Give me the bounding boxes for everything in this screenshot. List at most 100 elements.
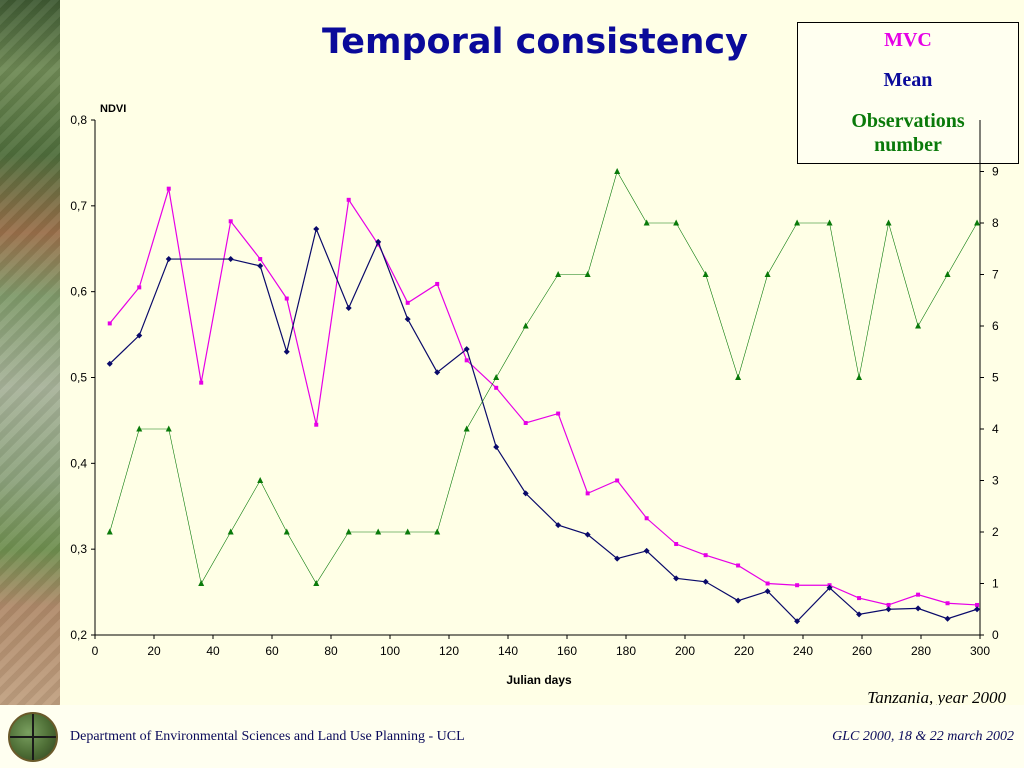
legend-mean: Mean (883, 69, 933, 91)
point-observations-number (673, 219, 680, 226)
point-mvc (585, 491, 590, 496)
point-mean (673, 575, 680, 582)
ucl-logo-icon (8, 712, 58, 762)
point-mvc (736, 563, 741, 568)
point-mean (885, 606, 892, 613)
point-mvc (916, 592, 921, 597)
x-tick-label: 220 (734, 644, 754, 658)
point-observations-number (106, 528, 113, 535)
y2-tick-label: 0 (992, 628, 999, 642)
point-mvc (644, 516, 649, 521)
point-mvc (284, 296, 289, 301)
footer (0, 705, 1024, 768)
y2-tick-label: 5 (992, 371, 999, 385)
y-tick-label: 0,6 (70, 285, 87, 299)
point-mvc (435, 281, 440, 286)
point-observations-number (345, 528, 352, 535)
point-mvc (494, 385, 499, 390)
point-mvc (703, 553, 708, 558)
point-mvc (523, 420, 528, 425)
y2-tick-label: 8 (992, 216, 999, 230)
y-tick-label: 0,3 (70, 542, 87, 556)
point-observations-number (584, 271, 591, 277)
point-mvc (107, 321, 112, 326)
point-mvc (346, 197, 351, 202)
point-mean (522, 490, 529, 497)
point-mvc (556, 411, 561, 416)
y2-tick-label: 1 (992, 577, 999, 591)
point-observations-number (283, 528, 290, 535)
slide-title: Temporal consistency (322, 22, 748, 62)
y-tick-label: 0,5 (70, 371, 87, 385)
point-mvc (464, 358, 469, 363)
y-axis-label: NDVI (100, 103, 126, 115)
point-mean (584, 531, 591, 538)
point-mean (463, 346, 470, 353)
department-text: Department of Environmental Sciences and… (70, 729, 465, 744)
point-observations-number (227, 528, 234, 535)
y2-tick-label: 6 (992, 319, 999, 333)
point-mean (165, 256, 172, 263)
point-observations-number (915, 322, 922, 329)
point-mean (555, 522, 562, 529)
point-observations-number (702, 271, 709, 277)
point-observations-number (885, 219, 892, 226)
x-tick-label: 100 (380, 644, 400, 658)
point-mean (974, 606, 981, 613)
series-line-mean (109, 227, 978, 623)
point-mean (826, 584, 833, 591)
point-mvc (857, 596, 862, 601)
point-observations-number (136, 425, 143, 432)
point-mean (227, 256, 234, 263)
point-observations-number (493, 374, 500, 380)
series-line-mvc (109, 188, 978, 606)
point-mvc (975, 602, 980, 607)
x-tick-label: 140 (498, 644, 518, 658)
y2-tick-label: 2 (992, 525, 999, 539)
chart-series (106, 168, 981, 625)
point-mean (944, 615, 951, 622)
point-mean (794, 618, 801, 625)
legend-observations: Observations number (851, 110, 965, 156)
point-mean (614, 555, 621, 562)
point-observations-number (198, 580, 205, 586)
x-tick-label: 80 (324, 644, 338, 658)
point-mvc (765, 581, 770, 586)
x-tick-label: 240 (793, 644, 813, 658)
point-observations-number (375, 528, 382, 535)
x-tick-label: 20 (147, 644, 161, 658)
y2-tick-label: 3 (992, 474, 999, 488)
point-observations-number (555, 271, 562, 277)
point-observations-number (165, 425, 172, 432)
x-tick-label: 60 (265, 644, 279, 658)
point-mvc (795, 583, 800, 588)
x-tick-label: 120 (439, 644, 459, 658)
aerial-photo-strip (0, 0, 60, 705)
point-mean (493, 444, 500, 451)
point-observations-number (974, 219, 981, 226)
point-mean (404, 316, 411, 323)
x-tick-label: 200 (675, 644, 695, 658)
point-observations-number (856, 374, 863, 380)
point-mean (434, 369, 441, 376)
point-observations-number (794, 219, 801, 226)
y2-tick-label: 4 (992, 422, 999, 436)
point-mean (764, 588, 771, 595)
chart-axes: 0 20 40 60 80 100 120 140 160 180 200 220 240 260 280 3… (70, 113, 999, 658)
point-observations-number (434, 528, 441, 535)
point-observations-number (522, 322, 529, 329)
y-tick-label: 0,7 (70, 199, 87, 213)
point-mean (915, 605, 922, 612)
point-observations-number (826, 219, 833, 226)
y2-tick-label: 7 (992, 268, 999, 282)
point-mean (136, 332, 143, 339)
point-mean (106, 360, 113, 367)
point-mean (735, 597, 742, 604)
point-mvc (137, 285, 142, 290)
ndvi-chart: 0 20 40 60 80 100 120 140 160 180 200 220 240 260 280 3… (70, 103, 999, 687)
point-mvc (258, 257, 263, 262)
point-mvc (405, 300, 410, 305)
point-observations-number (735, 374, 742, 380)
point-mvc (166, 186, 171, 191)
point-mvc (314, 422, 319, 427)
